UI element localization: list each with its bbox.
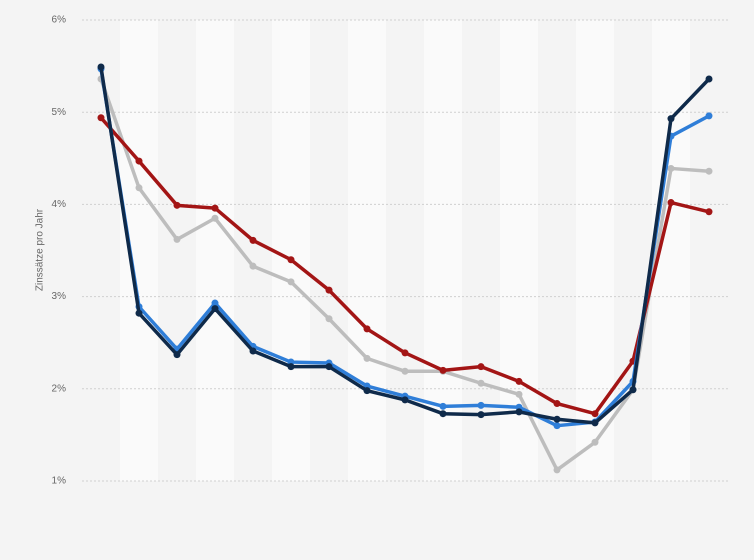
y-tick-label: 1% <box>52 476 67 487</box>
data-point <box>439 366 447 374</box>
data-point <box>477 363 485 371</box>
column-band <box>120 20 158 481</box>
data-point <box>363 325 371 333</box>
data-point <box>591 410 599 418</box>
data-point <box>705 208 713 216</box>
data-point <box>135 309 143 317</box>
column-band <box>196 20 234 481</box>
column-band <box>272 20 310 481</box>
data-point <box>211 214 219 222</box>
y-tick-label: 5% <box>52 107 67 118</box>
data-point <box>211 204 219 212</box>
data-point <box>477 411 485 419</box>
data-point <box>287 256 295 264</box>
data-point <box>705 75 713 83</box>
data-point <box>439 410 447 418</box>
data-point <box>667 115 675 123</box>
y-tick-label: 4% <box>52 199 67 210</box>
data-point <box>211 305 219 313</box>
data-point <box>173 235 181 243</box>
data-point <box>97 63 105 71</box>
data-point <box>515 408 523 416</box>
data-point <box>591 438 599 446</box>
data-point <box>667 199 675 207</box>
data-point <box>705 112 713 120</box>
data-point <box>135 184 143 192</box>
data-point <box>363 387 371 395</box>
data-point <box>477 401 485 409</box>
data-point <box>249 347 257 355</box>
data-point <box>515 390 523 398</box>
data-point <box>515 377 523 385</box>
data-point <box>287 278 295 286</box>
data-point <box>173 201 181 209</box>
data-point <box>249 262 257 270</box>
data-point <box>325 315 333 323</box>
y-tick-label: 3% <box>52 291 67 302</box>
data-point <box>553 415 561 423</box>
data-point <box>287 363 295 371</box>
y-tick-label: 6% <box>52 15 67 26</box>
data-point <box>553 422 561 430</box>
data-point <box>401 396 409 404</box>
data-point <box>401 349 409 357</box>
data-point <box>667 164 675 172</box>
data-point <box>401 367 409 375</box>
data-point <box>591 419 599 427</box>
data-point <box>135 157 143 165</box>
data-point <box>553 466 561 474</box>
data-point <box>629 386 637 394</box>
data-point <box>705 167 713 175</box>
y-tick-label: 2% <box>52 383 67 394</box>
data-point <box>363 354 371 362</box>
data-point <box>173 351 181 359</box>
data-point <box>325 286 333 294</box>
data-point <box>477 379 485 387</box>
data-point <box>325 363 333 371</box>
data-point <box>97 114 105 122</box>
data-point <box>439 402 447 410</box>
data-point <box>249 236 257 244</box>
column-band <box>348 20 386 481</box>
data-point <box>553 400 561 408</box>
data-point <box>211 299 219 307</box>
column-band <box>576 20 614 481</box>
y-axis-label: Zinssätze pro Jahr <box>35 208 46 291</box>
